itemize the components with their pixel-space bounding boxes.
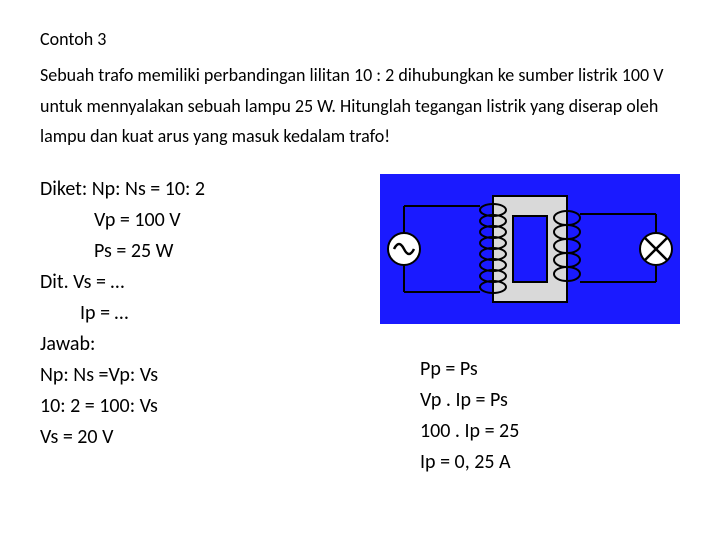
line-eq2: 10: 2 = 100: Vs (40, 391, 350, 422)
line-eq1: Np: Ns =Vp: Vs (40, 360, 350, 391)
line-vp: Vp = 100 V (94, 205, 350, 236)
lamp-icon (640, 233, 672, 265)
line-pp-ps: Pp = Ps (420, 354, 680, 385)
given-and-solution-left: Diket: Np: Ns = 10: 2 Vp = 100 V Ps = 25… (40, 174, 350, 478)
line-vp-ip: Vp . Ip = Ps (420, 385, 680, 416)
line-100-ip: 100 . Ip = 25 (420, 416, 680, 447)
content-row: Diket: Np: Ns = 10: 2 Vp = 100 V Ps = 25… (40, 174, 680, 478)
line-jawab: Jawab: (40, 329, 350, 360)
line-dit-ip: Ip = … (80, 298, 350, 329)
transformer-diagram (380, 174, 680, 324)
line-ps: Ps = 25 W (94, 236, 350, 267)
line-dit-vs: Dit. Vs = … (40, 267, 350, 298)
transformer-svg (380, 174, 680, 324)
line-vs-result: Vs = 20 V (40, 422, 350, 453)
line-diket: Diket: Np: Ns = 10: 2 (40, 174, 350, 205)
problem-statement: Sebuah trafo memiliki perbandingan lilit… (40, 60, 680, 152)
example-title: Contoh 3 (40, 28, 680, 50)
line-ip-result: Ip = 0, 25 A (420, 447, 680, 478)
ac-source-icon (388, 233, 420, 265)
right-column: Pp = Ps Vp . Ip = Ps 100 . Ip = 25 Ip = … (380, 174, 680, 478)
solution-right: Pp = Ps Vp . Ip = Ps 100 . Ip = 25 Ip = … (420, 354, 680, 478)
